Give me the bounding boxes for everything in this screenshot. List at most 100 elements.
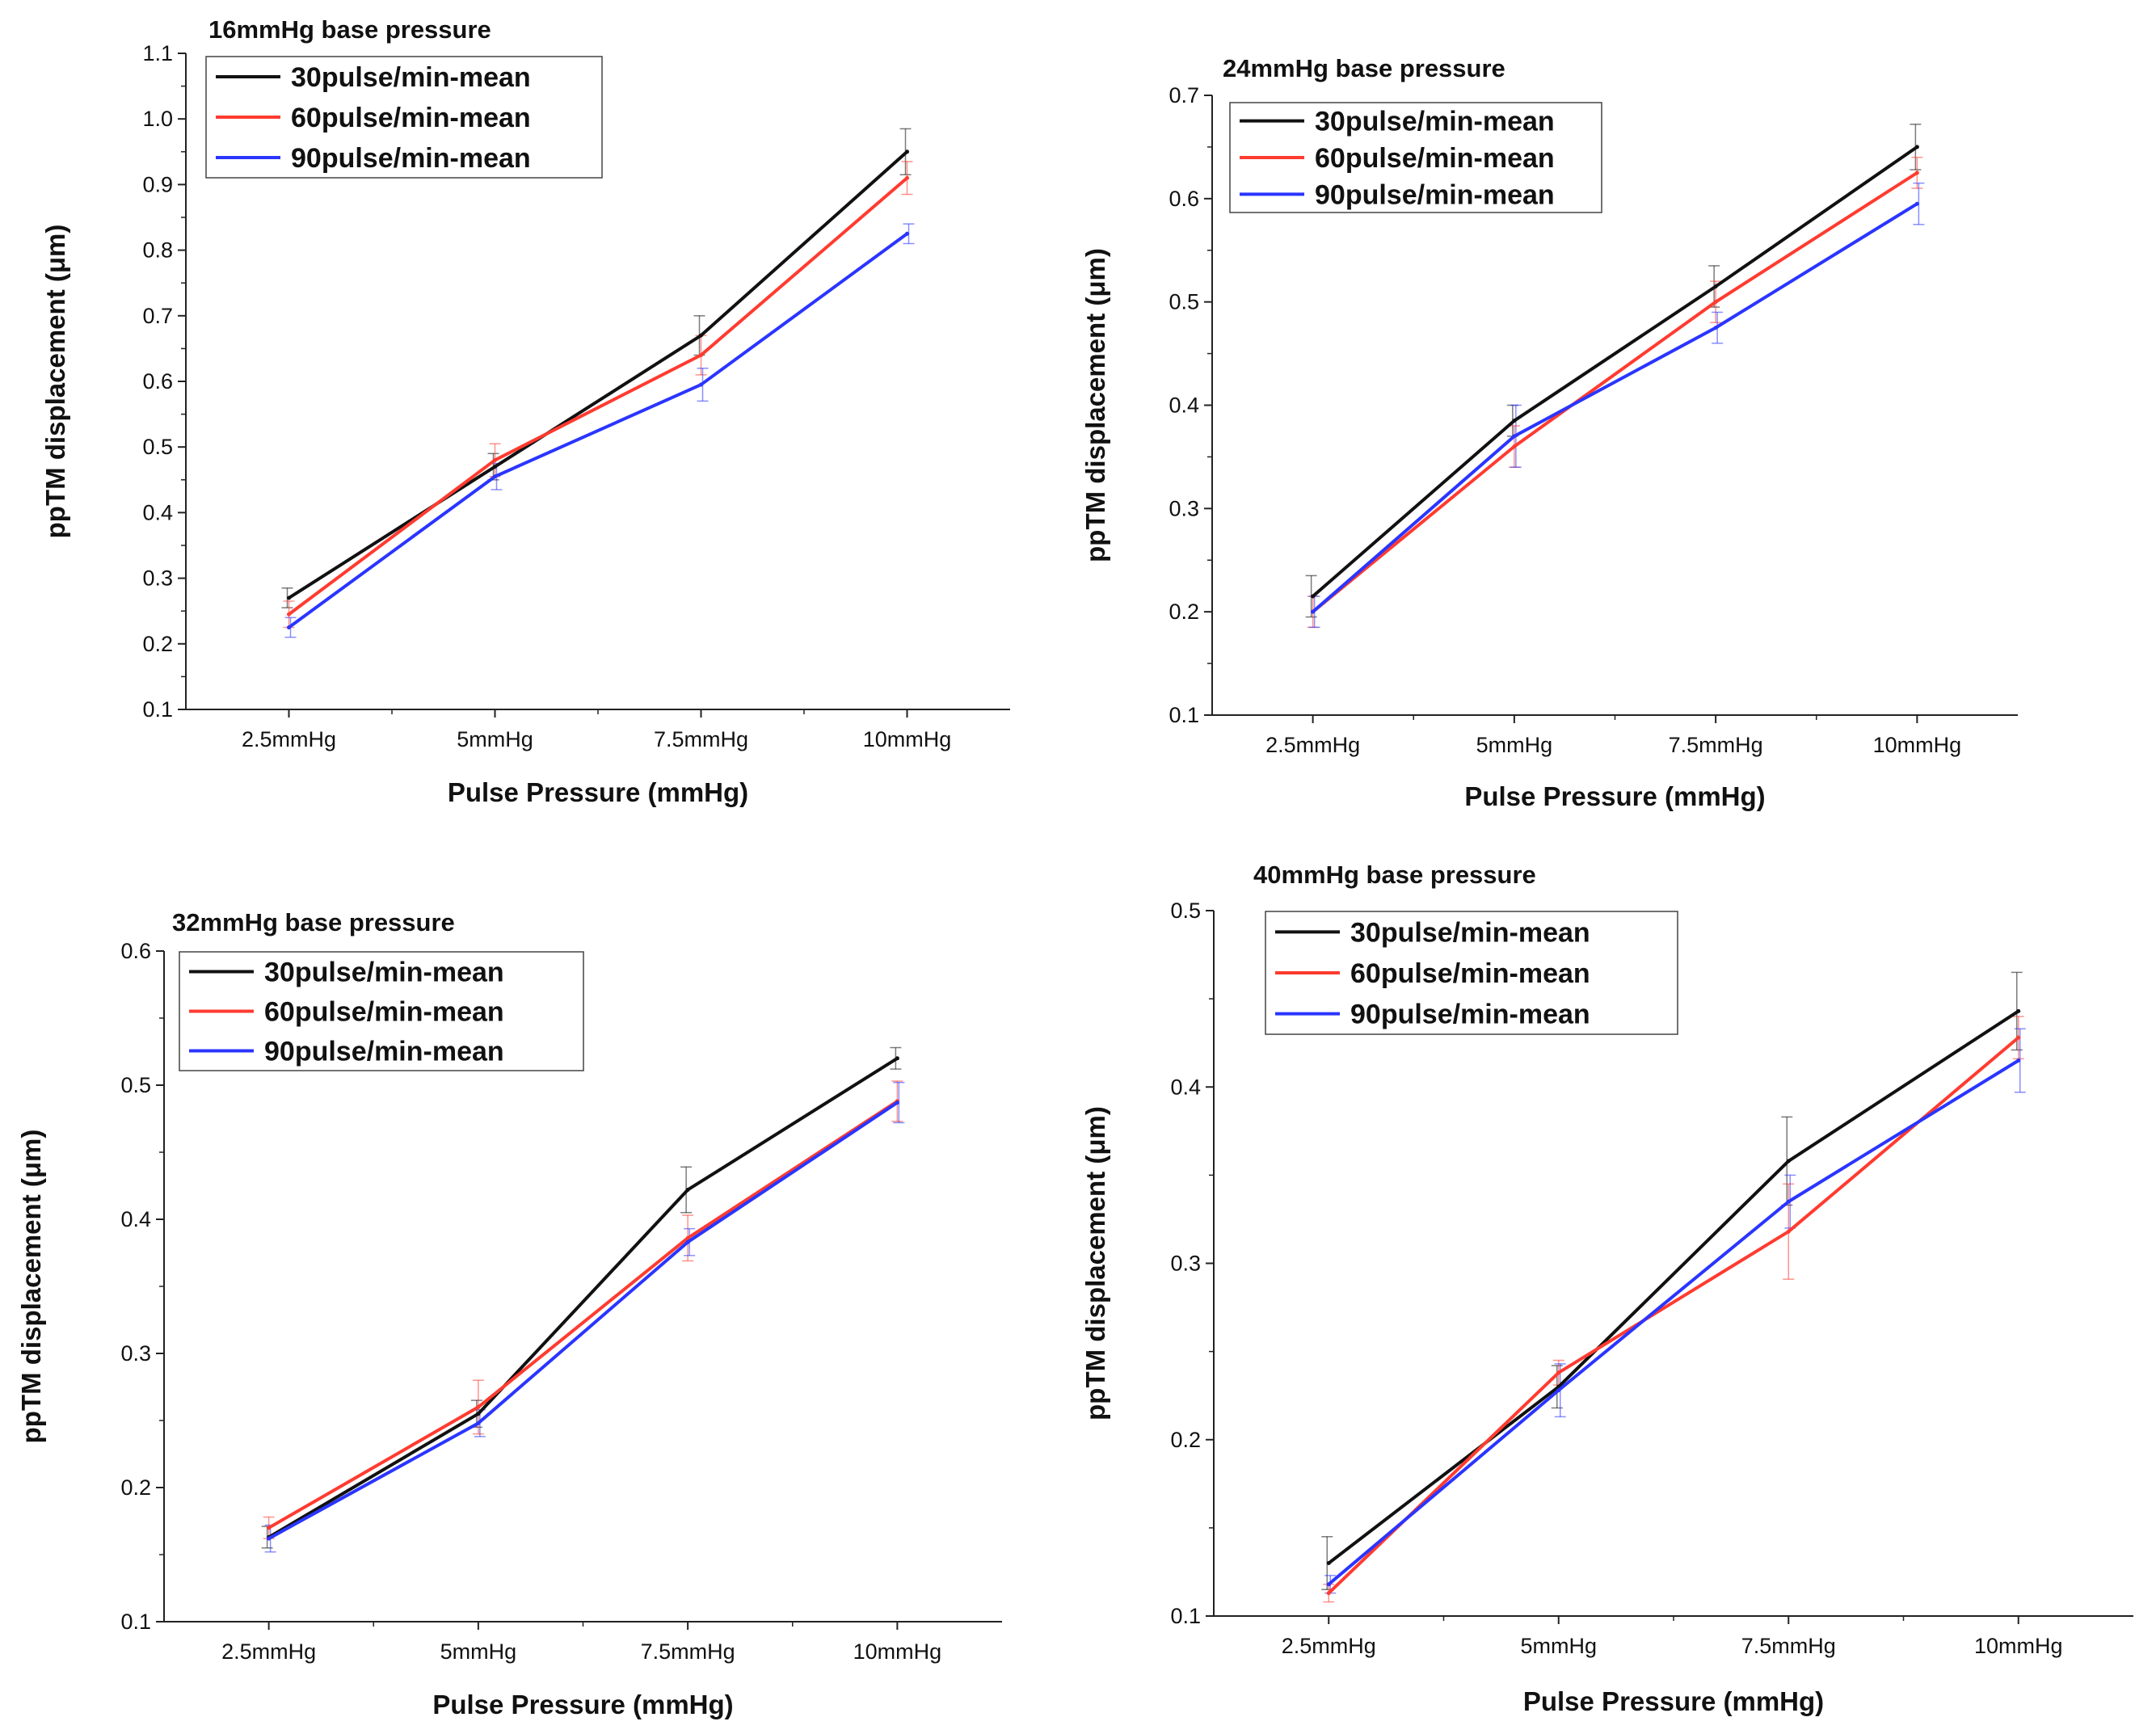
x-tick-label: 5mmHg <box>1520 1634 1597 1658</box>
y-tick-label: 0.2 <box>120 1475 151 1500</box>
y-tick-label: 0.3 <box>1169 496 1199 520</box>
y-axis-label: ppTM displacement (μm) <box>1080 1106 1110 1420</box>
y-tick-label: 0.5 <box>1170 899 1201 923</box>
series-line <box>267 1057 899 1539</box>
data-point <box>1713 284 1718 288</box>
data-point <box>685 1187 690 1192</box>
series-line <box>1327 1058 2019 1586</box>
y-tick-label: 0.4 <box>142 500 173 524</box>
y-axis-label: ppTM displacement (μm) <box>16 1130 46 1444</box>
y-tick-label: 0.3 <box>120 1341 151 1366</box>
data-point <box>287 596 291 600</box>
y-tick-label: 0.7 <box>142 304 173 328</box>
chart-title: 16mmHg base pressure <box>208 15 491 44</box>
data-point <box>476 1412 481 1416</box>
y-axis-label: ppTM displacement (μm) <box>1080 248 1110 562</box>
legend-label: 30pulse/min-mean <box>291 62 531 93</box>
legend-label: 30pulse/min-mean <box>264 957 504 988</box>
chart-panel-32mmhg: 32mmHg base pressure 0.1 0.2 0.3 0.4 0.5 0.6 2.… <box>16 908 1002 1719</box>
data-point <box>1713 326 1718 330</box>
y-tick-label: 0.1 <box>1169 703 1199 727</box>
series-line <box>267 1101 899 1540</box>
data-point <box>895 1056 899 1061</box>
data-point <box>1556 1370 1561 1375</box>
data-point <box>493 457 497 462</box>
data-point <box>895 1101 899 1105</box>
series-line <box>288 176 908 616</box>
data-point <box>2016 1035 2021 1040</box>
x-axis-label: Pulse Pressure (mmHg) <box>1523 1686 1824 1716</box>
data-point <box>905 149 909 154</box>
data-point <box>287 612 291 617</box>
x-tick-label: 2.5mmHg <box>1265 733 1360 757</box>
y-tick-label: 0.4 <box>1170 1075 1201 1099</box>
x-tick-label: 5mmHg <box>457 727 533 751</box>
chart-panel-40mmhg: 40mmHg base pressure 0.1 0.2 0.3 0.4 0.5 2.5mm… <box>1080 861 2133 1716</box>
x-tick-label: 2.5mmHg <box>1282 1634 1376 1658</box>
legend-label: 90pulse/min-mean <box>1350 1000 1590 1030</box>
y-tick-label: 0.6 <box>1169 187 1199 211</box>
y-tick-label: 0.6 <box>120 939 151 963</box>
y-axis-label: ppTM displacement (μm) <box>40 225 70 539</box>
x-tick-label: 7.5mmHg <box>654 727 748 751</box>
data-point <box>476 1404 481 1409</box>
data-point <box>1512 434 1517 439</box>
x-tick-label: 7.5mmHg <box>1741 1634 1836 1658</box>
data-point <box>699 353 703 358</box>
chart-panel-24mmhg: 24mmHg base pressure 0.1 0.2 0.3 0.4 0.5 0.6 0.… <box>1080 54 2018 811</box>
y-tick-label: 0.1 <box>120 1610 151 1634</box>
x-tick-label: 10mmHg <box>863 727 952 751</box>
y-tick-label: 0.7 <box>1169 83 1199 107</box>
data-point <box>493 465 497 469</box>
x-tick-label: 2.5mmHg <box>221 1639 316 1664</box>
series-line <box>1327 1036 2020 1595</box>
x-tick-label: 10mmHg <box>1974 1634 2063 1658</box>
y-tick-label: 0.5 <box>1169 290 1199 314</box>
data-point <box>1326 1591 1331 1596</box>
data-point <box>287 625 291 629</box>
y-tick-label: 0.2 <box>1170 1428 1201 1452</box>
series-line <box>288 232 908 629</box>
x-axis-label: Pulse Pressure (mmHg) <box>1464 781 1765 811</box>
data-point <box>267 1536 272 1541</box>
data-point <box>2016 1008 2021 1013</box>
data-point <box>1512 444 1517 449</box>
legend-label: 60pulse/min-mean <box>291 103 531 133</box>
data-point <box>1914 170 1919 175</box>
data-point <box>1786 1229 1791 1234</box>
x-tick-label: 10mmHg <box>853 1639 942 1664</box>
legend-label: 60pulse/min-mean <box>264 997 504 1028</box>
legend-label: 90pulse/min-mean <box>291 143 531 174</box>
data-point <box>2016 1058 2021 1063</box>
y-tick-label: 0.2 <box>142 632 173 656</box>
series-line <box>288 150 908 600</box>
data-point <box>685 1239 690 1244</box>
y-tick-label: 0.4 <box>120 1207 151 1231</box>
y-tick-label: 0.8 <box>142 238 173 263</box>
legend-label: 30pulse/min-mean <box>1315 107 1555 137</box>
data-point <box>1713 300 1718 305</box>
y-tick-label: 0.3 <box>142 566 173 591</box>
x-tick-label: 7.5mmHg <box>1669 733 1763 757</box>
series-line <box>1328 1009 2019 1565</box>
x-tick-label: 2.5mmHg <box>242 727 336 751</box>
series-line <box>267 1100 899 1530</box>
data-point <box>905 175 909 180</box>
chart-panel-16mmhg: 16mmHg base pressure 0.1 0.2 0.3 0.4 0.5 0.6 0.… <box>40 15 1010 807</box>
series-line <box>1312 145 1918 598</box>
data-point <box>905 231 909 236</box>
data-point <box>1786 1159 1791 1164</box>
y-tick-label: 0.4 <box>1169 394 1199 418</box>
y-tick-label: 0.5 <box>120 1073 151 1097</box>
data-point <box>1326 1582 1331 1587</box>
data-point <box>1914 201 1919 206</box>
data-point <box>1311 609 1316 614</box>
chart-title: 40mmHg base pressure <box>1253 861 1536 889</box>
data-point <box>476 1420 481 1425</box>
x-tick-label: 10mmHg <box>1873 733 1962 757</box>
data-point <box>1556 1388 1561 1393</box>
y-tick-label: 0.5 <box>142 435 173 459</box>
chart-title: 32mmHg base pressure <box>172 908 455 936</box>
legend-label: 90pulse/min-mean <box>1315 179 1555 210</box>
y-tick-label: 0.6 <box>142 369 173 394</box>
